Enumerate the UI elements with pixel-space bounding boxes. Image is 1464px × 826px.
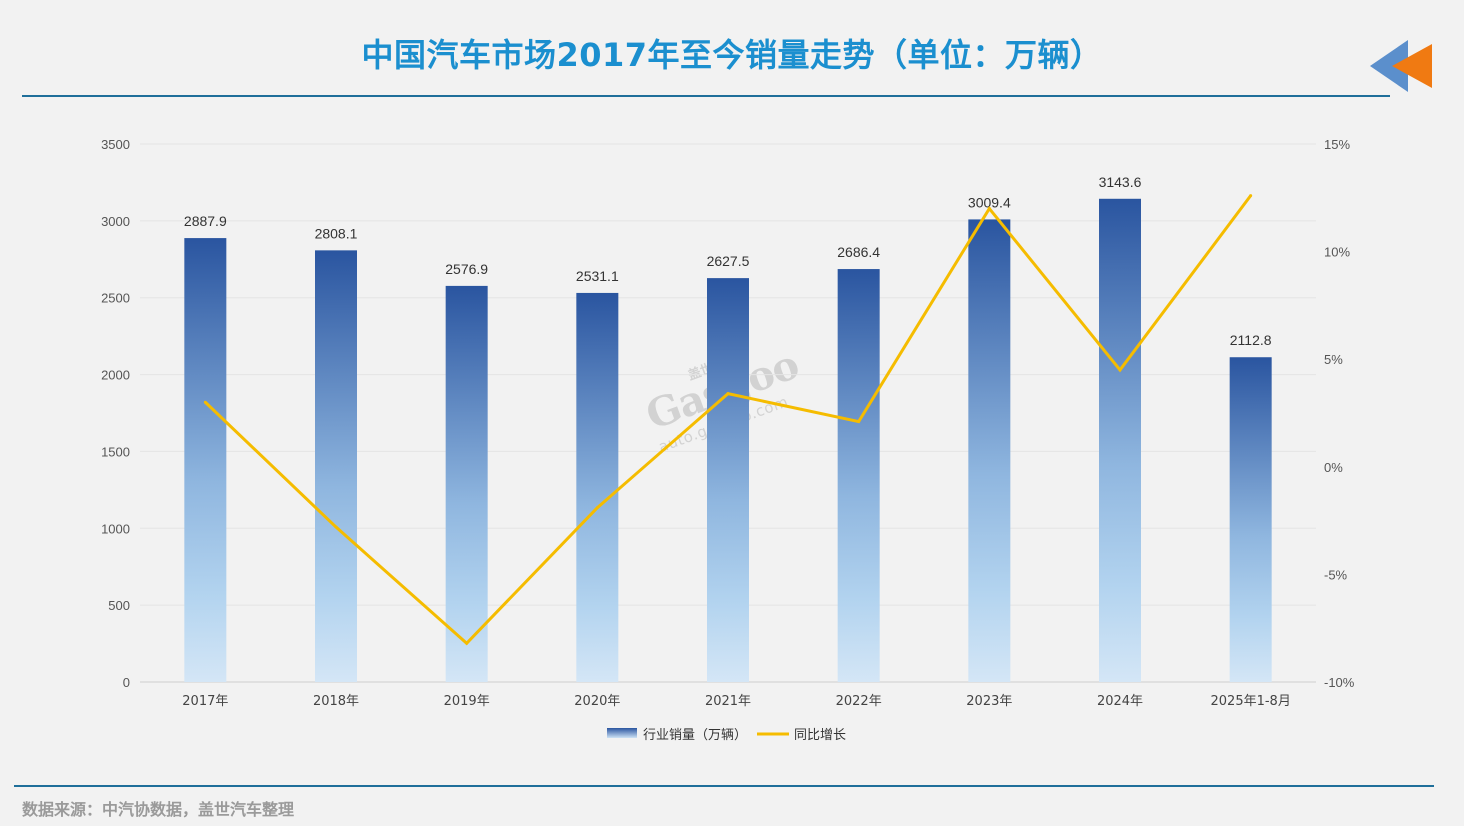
legend-bar-label: 行业销量（万辆） bbox=[643, 728, 747, 743]
bar bbox=[184, 238, 227, 683]
x-tick-label: 2021年 bbox=[705, 694, 751, 709]
y-right-tick-label: 5% bbox=[1324, 352, 1343, 367]
y-axis-right: -10% -5% 0% 5% 10% 15% bbox=[1324, 137, 1355, 690]
growth-point bbox=[857, 420, 861, 424]
legend-bar-swatch bbox=[607, 728, 637, 738]
bar-value-label: 2887.9 bbox=[184, 213, 227, 229]
bar-value-label: 2112.8 bbox=[1230, 332, 1272, 348]
bar-value-label: 2576.9 bbox=[445, 261, 488, 277]
bar bbox=[576, 292, 619, 682]
x-tick-label: 2025年1-8月 bbox=[1211, 694, 1291, 709]
y-axis-left: 0 500 1000 1500 2000 2500 3000 3500 bbox=[101, 137, 130, 690]
x-tick-label: 2020年 bbox=[574, 694, 620, 709]
data-source: 数据来源：中汽协数据，盖世汽车整理 bbox=[22, 800, 295, 819]
bar bbox=[1229, 357, 1272, 682]
growth-line-series bbox=[203, 194, 1253, 646]
bar-value-label: 3009.4 bbox=[968, 194, 1011, 210]
y-right-tick-label: -5% bbox=[1324, 567, 1348, 582]
footer-divider bbox=[14, 785, 1434, 787]
bar-value-label: 2686.4 bbox=[837, 244, 880, 260]
y-left-tick-label: 1500 bbox=[101, 444, 130, 459]
growth-point bbox=[987, 207, 991, 211]
title-divider bbox=[22, 95, 1390, 97]
bar-value-label: 2627.5 bbox=[707, 253, 750, 269]
growth-point bbox=[465, 641, 469, 645]
bar-value-label: 2531.1 bbox=[576, 268, 619, 284]
x-axis: 2017年 2018年 2019年 2020年 2021年 2022年 2023年 2024年… bbox=[182, 694, 1291, 709]
bar bbox=[707, 278, 749, 682]
y-left-tick-label: 3500 bbox=[101, 137, 130, 152]
y-right-tick-label: 15% bbox=[1324, 137, 1350, 152]
bar bbox=[445, 285, 488, 682]
growth-point bbox=[1118, 368, 1122, 372]
bar bbox=[968, 219, 1011, 682]
x-tick-label: 2018年 bbox=[313, 694, 359, 709]
y-left-tick-label: 2500 bbox=[101, 291, 130, 306]
y-left-tick-label: 2000 bbox=[101, 368, 130, 383]
sales-chart: 0 500 1000 1500 2000 2500 3000 3500 -10% -5% 0% 5%… bbox=[101, 137, 1355, 743]
x-tick-label: 2017年 bbox=[182, 694, 228, 709]
x-tick-label: 2024年 bbox=[1097, 694, 1143, 709]
bar bbox=[837, 269, 880, 682]
y-right-tick-label: -10% bbox=[1324, 675, 1355, 690]
page-title: 中国汽车市场2017年至今销量走势（单位：万辆） bbox=[361, 36, 1103, 74]
y-left-tick-label: 3000 bbox=[101, 214, 130, 229]
growth-point bbox=[726, 392, 730, 396]
growth-point bbox=[1249, 194, 1253, 198]
bar bbox=[315, 250, 357, 682]
bar-data-labels: 2887.9 2808.1 2576.9 2531.1 2627.5 2686.4 3009… bbox=[184, 174, 1272, 348]
y-right-tick-label: 10% bbox=[1324, 245, 1350, 260]
growth-point bbox=[334, 525, 338, 529]
bar-value-label: 3143.6 bbox=[1099, 174, 1142, 190]
bar-value-label: 2808.1 bbox=[315, 225, 358, 241]
x-tick-label: 2022年 bbox=[836, 694, 882, 709]
y-left-tick-label: 0 bbox=[123, 675, 130, 690]
bar-series bbox=[184, 198, 1272, 683]
y-left-tick-label: 500 bbox=[108, 598, 130, 613]
bar bbox=[1099, 198, 1141, 683]
y-left-tick-label: 1000 bbox=[101, 521, 130, 536]
x-tick-label: 2019年 bbox=[444, 694, 490, 709]
growth-point bbox=[203, 400, 207, 404]
growth-point bbox=[595, 506, 599, 510]
legend-line-label: 同比增长 bbox=[794, 728, 846, 743]
brand-arrows-icon bbox=[1370, 40, 1432, 92]
x-tick-label: 2023年 bbox=[966, 694, 1012, 709]
y-right-tick-label: 0% bbox=[1324, 460, 1343, 475]
legend: 行业销量（万辆） 同比增长 bbox=[607, 728, 846, 743]
